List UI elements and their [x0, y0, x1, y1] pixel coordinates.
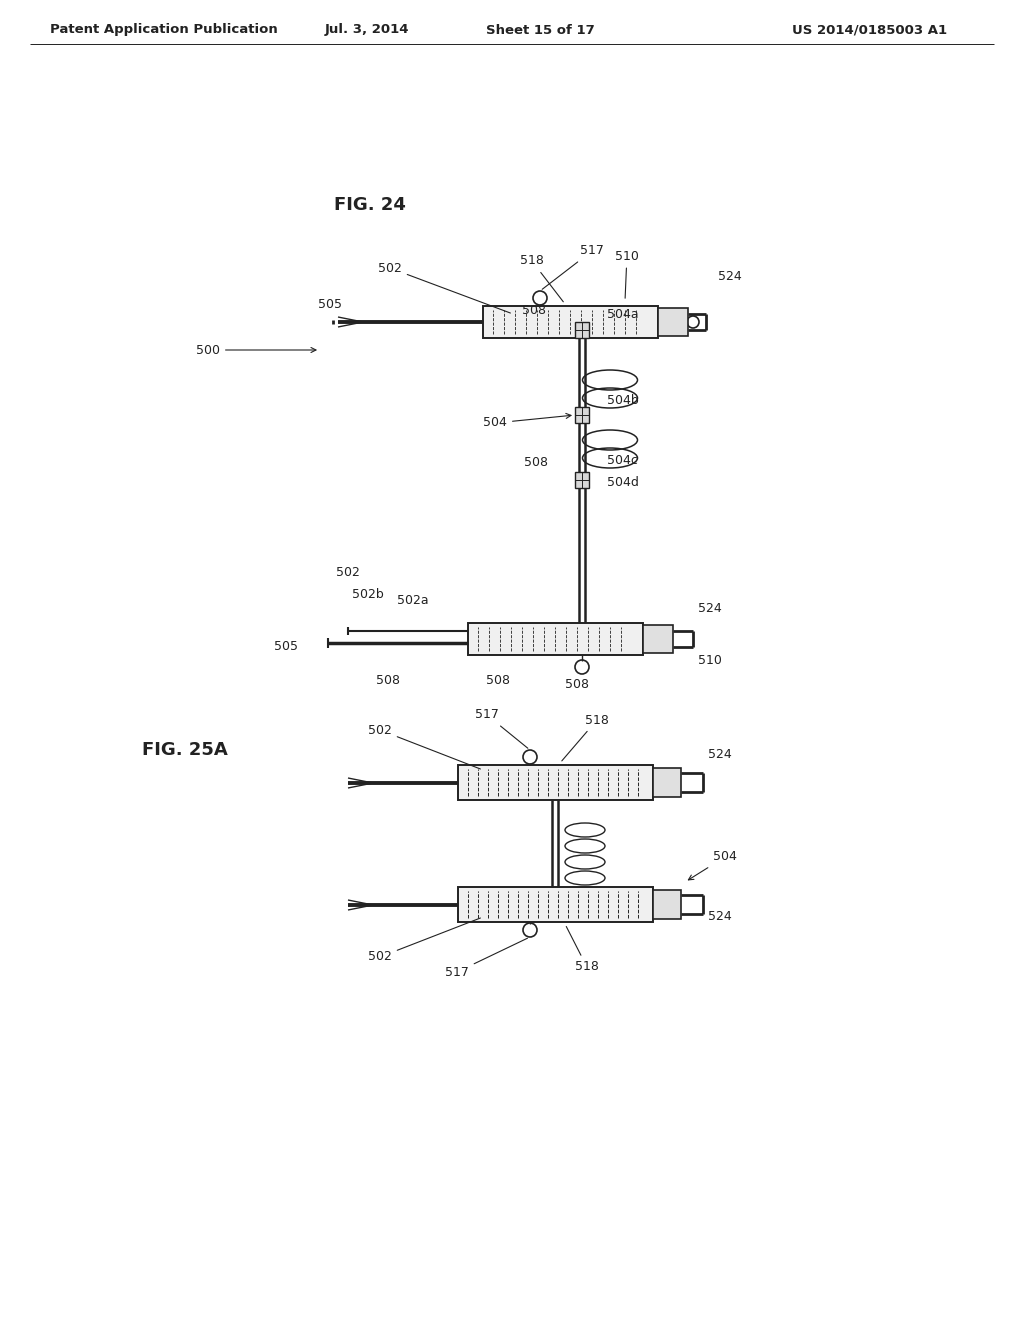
Text: Sheet 15 of 17: Sheet 15 of 17: [485, 24, 594, 37]
Text: 504: 504: [483, 413, 571, 429]
Bar: [643, 624, 673, 653]
Text: 524: 524: [698, 602, 722, 615]
Text: 505: 505: [274, 640, 298, 653]
Bar: [575, 473, 589, 488]
Text: 508: 508: [376, 673, 400, 686]
Text: 504b: 504b: [607, 393, 639, 407]
Bar: [653, 768, 681, 797]
Text: 500: 500: [196, 343, 316, 356]
Text: 504c: 504c: [607, 454, 638, 466]
Bar: [658, 308, 688, 337]
Text: 518: 518: [562, 714, 609, 760]
Text: US 2014/0185003 A1: US 2014/0185003 A1: [793, 24, 947, 37]
Text: 524: 524: [718, 269, 741, 282]
Bar: [483, 306, 658, 338]
Text: 524: 524: [708, 911, 732, 924]
Text: 510: 510: [698, 653, 722, 667]
Text: 508: 508: [565, 678, 589, 692]
Text: 517: 517: [475, 709, 527, 748]
Text: 524: 524: [708, 748, 732, 762]
Text: 502: 502: [368, 917, 480, 964]
Bar: [458, 887, 653, 921]
Text: 508: 508: [486, 673, 510, 686]
Bar: [575, 322, 589, 338]
Text: 517: 517: [445, 939, 527, 978]
Text: 502: 502: [368, 723, 480, 770]
Text: Patent Application Publication: Patent Application Publication: [50, 24, 278, 37]
Text: 508: 508: [522, 304, 546, 317]
Text: 502: 502: [336, 566, 360, 579]
Bar: [653, 890, 681, 919]
Text: 504a: 504a: [607, 309, 639, 322]
Bar: [575, 407, 589, 422]
Text: 504: 504: [688, 850, 737, 880]
Text: 508: 508: [524, 455, 548, 469]
Text: 510: 510: [615, 249, 639, 298]
Text: FIG. 25A: FIG. 25A: [142, 741, 228, 759]
Text: 502: 502: [378, 261, 510, 313]
Text: 517: 517: [542, 244, 604, 289]
Text: 502b: 502b: [352, 589, 384, 602]
Bar: [468, 623, 643, 655]
Text: Jul. 3, 2014: Jul. 3, 2014: [325, 24, 410, 37]
Text: 504d: 504d: [607, 475, 639, 488]
Bar: [458, 766, 653, 800]
Text: 518: 518: [566, 927, 599, 974]
Text: FIG. 24: FIG. 24: [334, 195, 406, 214]
Text: 502a: 502a: [397, 594, 429, 607]
Text: 505: 505: [318, 297, 342, 310]
Text: 518: 518: [520, 255, 563, 302]
